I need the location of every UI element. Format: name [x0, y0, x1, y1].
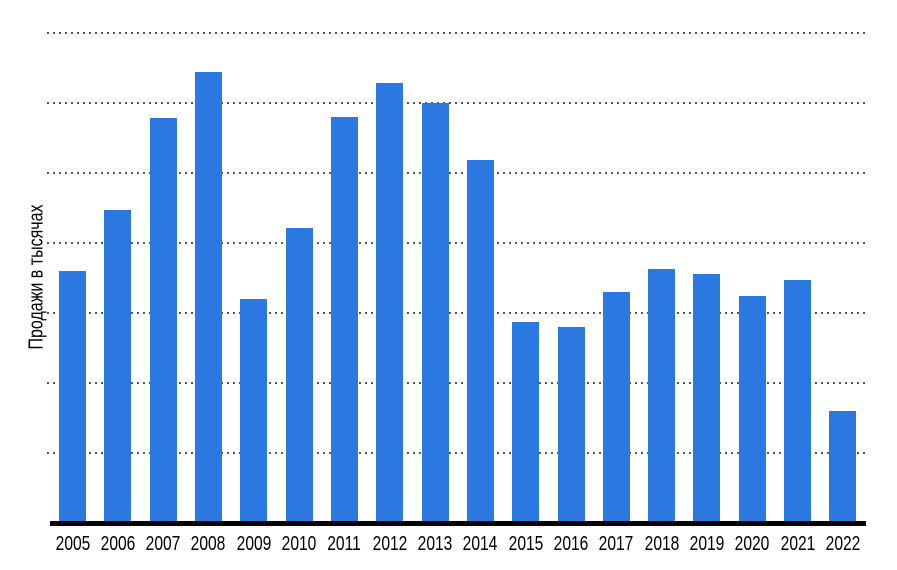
- x-tick-label-2007: 2007: [145, 533, 181, 555]
- bar-2022: [829, 411, 856, 523]
- x-tick-label-2020: 2020: [734, 533, 770, 555]
- bar-2014: [467, 160, 494, 523]
- x-tick-label-2022: 2022: [825, 533, 861, 555]
- bar-2011: [331, 117, 358, 523]
- bar-2016: [558, 327, 585, 523]
- x-tick-label-2016: 2016: [553, 533, 589, 555]
- gridline: [47, 172, 866, 174]
- bar-2008: [195, 72, 222, 523]
- bar-2020: [739, 296, 766, 523]
- gridline: [47, 452, 866, 454]
- x-tick-label-2014: 2014: [462, 533, 498, 555]
- x-tick-label-2015: 2015: [508, 533, 544, 555]
- y-axis-label: Продажи в тысячах: [25, 204, 48, 350]
- gridline: [47, 382, 866, 384]
- x-tick-label-2008: 2008: [190, 533, 226, 555]
- gridline: [47, 32, 866, 34]
- x-tick-label-2013: 2013: [417, 533, 453, 555]
- bar-2013: [422, 103, 449, 523]
- x-tick-label-2012: 2012: [372, 533, 408, 555]
- bar-2007: [150, 118, 177, 523]
- bar-2015: [512, 322, 539, 523]
- x-tick-label-2019: 2019: [689, 533, 725, 555]
- bar-2009: [240, 299, 267, 523]
- x-tick-label-2005: 2005: [55, 533, 91, 555]
- bar-2010: [286, 228, 313, 523]
- gridline: [47, 242, 866, 244]
- bar-2005: [59, 271, 86, 523]
- x-tick-label-2006: 2006: [100, 533, 136, 555]
- bar-2006: [104, 210, 131, 523]
- bar-2012: [376, 83, 403, 523]
- bar-2019: [693, 274, 720, 523]
- x-tick-label-2010: 2010: [281, 533, 317, 555]
- x-tick-label-2009: 2009: [236, 533, 272, 555]
- gridline: [47, 102, 866, 104]
- plot-area: 2005 2006 2007 2008 2009 2010 2011 2012 2013 2014…: [47, 0, 866, 555]
- x-axis-line: [50, 521, 866, 526]
- bar-2017: [603, 292, 630, 523]
- x-tick-label-2011: 2011: [327, 533, 361, 555]
- x-tick-label-2018: 2018: [644, 533, 680, 555]
- gridline: [47, 312, 866, 314]
- x-tick-label-2021: 2021: [780, 533, 816, 555]
- bar-2018: [648, 269, 675, 523]
- x-tick-label-2017: 2017: [598, 533, 634, 555]
- bar-2021: [784, 280, 811, 523]
